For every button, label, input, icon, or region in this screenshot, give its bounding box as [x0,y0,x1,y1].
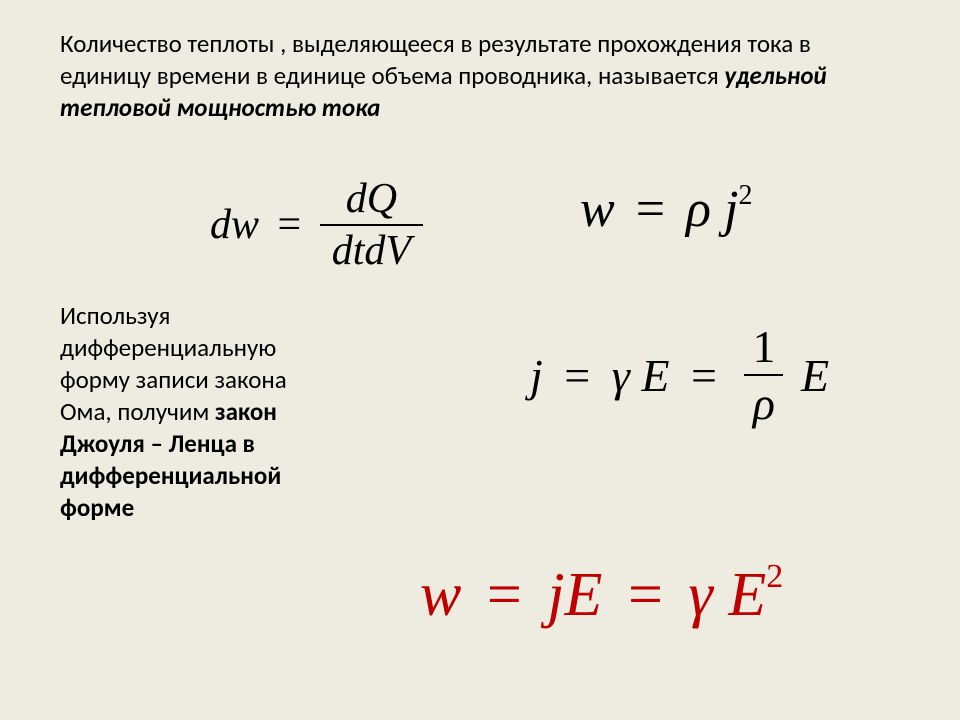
formula-w-rho-j2: w = ρ j2 [580,180,752,239]
numerator: 1 [744,320,783,374]
equals-sign: = [278,201,302,249]
var-gamma: γ [688,561,712,629]
numerator: dQ [320,175,423,224]
var-w: w [420,561,461,629]
formula-lhs: dw [210,201,259,249]
exponent: 2 [766,558,783,595]
var-E: E [728,561,766,629]
equals-sign: = [636,181,665,238]
formula-joule-lenz-differential: w = jE = γ E2 [420,560,783,631]
var-E: E [641,349,669,402]
var-gamma: γ [612,349,630,402]
paragraph-derivation: Используя дифференциальную форму записи … [60,300,330,524]
var-j: j [724,181,738,238]
var-j: j [530,349,543,402]
var-E: E [801,349,829,402]
denominator: dtdV [320,224,423,275]
var-w: w [580,181,615,238]
var-jE: jE [547,561,602,629]
formula-dw-definition: dw = dQ dtdV [210,175,423,275]
var-rho: ρ [686,181,711,238]
formula-ohm-differential: j = γ E = 1 ρ E [530,320,829,430]
exponent: 2 [738,180,752,211]
equals-sign: = [564,349,590,402]
denominator: ρ [744,374,783,430]
equals-sign: = [691,349,717,402]
equals-sign: = [487,561,522,629]
fraction: 1 ρ [744,320,783,430]
paragraph-definition-text: Количество теплоты , выделяющееся в резу… [60,28,811,91]
paragraph-definition: Количество теплоты , выделяющееся в резу… [60,28,880,124]
fraction: dQ dtdV [320,175,423,275]
equals-sign: = [628,561,663,629]
